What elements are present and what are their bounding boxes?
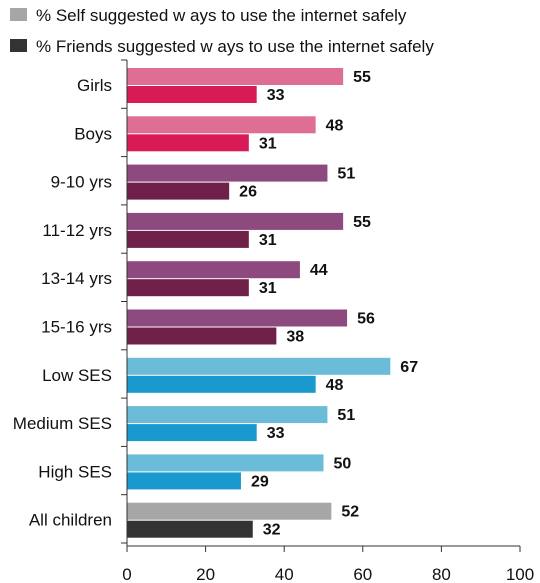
- bar-friends-9-10-yrs: [127, 182, 230, 200]
- category-label-medium-ses: Medium SES: [13, 414, 112, 433]
- value-label-self-low-ses: 67: [400, 359, 418, 376]
- category-label-boys: Boys: [74, 124, 112, 143]
- value-label-self-13-14-yrs: 44: [310, 262, 328, 279]
- category-label-all-children: All children: [29, 511, 112, 530]
- bar-self-low-ses: [127, 357, 391, 375]
- bar-self-boys: [127, 116, 316, 134]
- value-label-self-medium-ses: 51: [337, 407, 355, 424]
- value-label-friends-15-16-yrs: 38: [286, 329, 304, 346]
- bar-friends-high-ses: [127, 472, 241, 490]
- x-tick-label: 60: [353, 565, 372, 583]
- bar-self-girls: [127, 68, 344, 85]
- legend-swatch-self: [10, 8, 27, 21]
- bar-self-13-14-yrs: [127, 261, 300, 279]
- x-tick-label: 20: [196, 565, 215, 583]
- value-label-friends-boys: 31: [259, 135, 277, 152]
- category-label-low-ses: Low SES: [42, 366, 112, 385]
- value-label-friends-medium-ses: 33: [267, 425, 285, 442]
- bar-friends-all-children: [127, 520, 253, 538]
- legend: % Self suggested w ays to use the intern…: [10, 6, 434, 56]
- legend-swatch-friends: [10, 39, 27, 52]
- value-label-friends-all-children: 32: [263, 522, 281, 539]
- category-label-11-12-yrs: 11-12 yrs: [42, 221, 112, 240]
- bar-friends-medium-ses: [127, 424, 257, 442]
- x-tick-label: 0: [122, 565, 131, 583]
- value-label-friends-11-12-yrs: 31: [259, 232, 277, 249]
- bar-friends-15-16-yrs: [127, 327, 277, 345]
- x-tick-label: 100: [506, 565, 534, 583]
- bar-self-15-16-yrs: [127, 309, 348, 327]
- bar-self-medium-ses: [127, 406, 328, 424]
- value-label-self-15-16-yrs: 56: [357, 311, 375, 328]
- bar-self-all-children: [127, 502, 332, 520]
- bar-self-high-ses: [127, 454, 324, 472]
- category-label-15-16-yrs: 15-16 yrs: [41, 318, 112, 337]
- category-label-13-14-yrs: 13-14 yrs: [41, 269, 112, 288]
- value-label-self-high-ses: 50: [334, 455, 352, 472]
- bar-friends-boys: [127, 134, 249, 152]
- bar-friends-11-12-yrs: [127, 230, 249, 248]
- value-label-friends-low-ses: 48: [326, 377, 344, 394]
- bar-friends-13-14-yrs: [127, 279, 249, 297]
- value-label-self-all-children: 52: [341, 504, 359, 521]
- category-label-9-10-yrs: 9-10 yrs: [51, 173, 112, 192]
- legend-label-self: % Self suggested w ays to use the intern…: [36, 6, 407, 25]
- x-tick-label: 80: [432, 565, 451, 583]
- value-label-self-girls: 55: [353, 69, 371, 86]
- bar-self-9-10-yrs: [127, 164, 328, 182]
- value-label-self-boys: 48: [326, 117, 344, 134]
- value-label-friends-girls: 33: [267, 87, 285, 104]
- value-label-self-9-10-yrs: 51: [337, 166, 355, 183]
- bar-friends-low-ses: [127, 375, 316, 393]
- plot-area: 55 33 Girls 48 31 Boys 51 26 9-10 yrs 55 31 11-12 y…: [13, 59, 534, 583]
- bar-friends-girls: [127, 86, 257, 103]
- value-label-friends-13-14-yrs: 31: [259, 280, 277, 297]
- legend-label-friends: % Friends suggested w ays to use the int…: [36, 37, 434, 56]
- value-label-friends-high-ses: 29: [251, 473, 269, 490]
- category-label-girls: Girls: [77, 76, 112, 95]
- bar-self-11-12-yrs: [127, 212, 344, 230]
- value-label-self-11-12-yrs: 55: [353, 214, 371, 231]
- x-tick-label: 40: [275, 565, 294, 583]
- value-label-friends-9-10-yrs: 26: [239, 184, 257, 201]
- category-label-high-ses: High SES: [38, 462, 112, 481]
